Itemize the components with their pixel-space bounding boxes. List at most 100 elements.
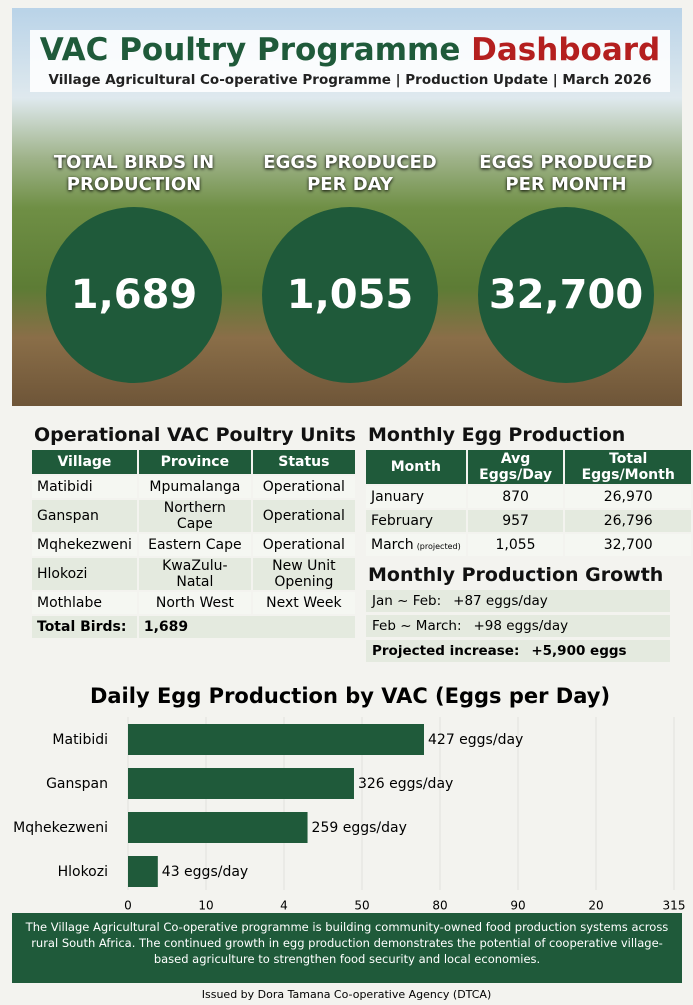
value-label: 259 eggs/day (312, 820, 407, 836)
cell: KwaZulu-Natal (139, 558, 251, 590)
growth-value: +87 eggs/day (453, 593, 548, 609)
growth-list: Jan ~ Feb: +87 eggs/day Feb ~ March: +98 eg… (366, 590, 693, 662)
x-tick-label: 20 (588, 899, 603, 913)
stat-value: 1,689 (46, 207, 222, 383)
cell: Eastern Cape (139, 534, 251, 556)
cell: February (366, 510, 466, 532)
x-tick-label: 80 (432, 899, 447, 913)
note: (projected) (417, 542, 461, 551)
growth-item: Projected increase: +5,900 eggs (366, 640, 670, 662)
cell: 870 (468, 486, 564, 508)
growth-label: Jan ~ Feb: (372, 593, 441, 609)
category-label: Hlokozi (58, 864, 108, 880)
cell: North West (139, 592, 251, 614)
dashboard: VAC Poultry Programme Dashboard Village … (0, 0, 693, 1005)
category-label: Ganspan (46, 776, 108, 792)
cell: 32,700 (565, 534, 691, 556)
growth-label: Feb ~ March: (372, 618, 462, 634)
column-header: Village (32, 450, 137, 474)
category-label: Mqhekezweni (13, 820, 108, 836)
x-tick-label: 4 (280, 899, 288, 913)
growth-item: Jan ~ Feb: +87 eggs/day (366, 590, 670, 612)
subtitle: Village Agricultural Co-operative Progra… (30, 70, 670, 90)
x-tick-label: 0 (124, 899, 132, 913)
title-main: VAC Poultry Programme (40, 32, 461, 68)
column-header: Province (139, 450, 251, 474)
month: January (371, 489, 424, 505)
cell: Northern Cape (139, 500, 251, 532)
cell: Matibidi (32, 476, 137, 498)
value-label: 43 eggs/day (162, 864, 248, 880)
chart-title: Daily Egg Production by VAC (Eggs per Da… (90, 684, 610, 708)
cell: Mothlabe (32, 592, 137, 614)
column-header: Status (253, 450, 355, 474)
cell: January (366, 486, 466, 508)
cell: Mpumalanga (139, 476, 251, 498)
section-title: Monthly Production Growth (368, 564, 693, 586)
footer-text: The Village Agricultural Co-operative pr… (12, 913, 682, 983)
cell: Mqhekezweni (32, 534, 137, 556)
value-label: 427 eggs/day (428, 732, 523, 748)
cell: Next Week (253, 592, 355, 614)
cell: 957 (468, 510, 564, 532)
total-row: Total Birds:1,689 (32, 616, 355, 638)
cell: 26,796 (565, 510, 691, 532)
month: March (371, 537, 414, 553)
stat-label: TOTAL BIRDS IN PRODUCTION (34, 152, 234, 196)
title-box: VAC Poultry Programme Dashboard Village … (30, 30, 670, 92)
section-title: Monthly Egg Production (368, 424, 693, 446)
bar-chart: Daily Egg Production by VAC (Eggs per Da… (0, 675, 693, 913)
total-value: 1,689 (139, 616, 355, 638)
stat-value: 1,055 (262, 207, 438, 383)
x-tick-label: 50 (354, 899, 369, 913)
growth-value: +98 eggs/day (474, 618, 569, 634)
bar (128, 812, 308, 843)
x-tick-label: 10 (198, 899, 213, 913)
stat-value: 32,700 (478, 207, 654, 383)
cell: 1,055 (468, 534, 564, 556)
stat-label: EGGS PRODUCED PER DAY (250, 152, 450, 196)
bar (128, 856, 158, 887)
x-tick-label: 315 (663, 899, 686, 913)
bar (128, 768, 354, 799)
cell: March(projected) (366, 534, 466, 556)
cell: Operational (253, 500, 355, 532)
title: VAC Poultry Programme Dashboard (30, 30, 670, 70)
cell: Ganspan (32, 500, 137, 532)
cell: 26,970 (565, 486, 691, 508)
cell: Hlokozi (32, 558, 137, 590)
issued-by: Issued by Dora Tamana Co-operative Agenc… (0, 988, 693, 1001)
total-label: Total Birds: (32, 616, 137, 638)
column-header: Total Eggs/Month (565, 450, 691, 484)
cell: Operational (253, 534, 355, 556)
growth-value: +5,900 eggs (531, 643, 626, 659)
section-title: Operational VAC Poultry Units (34, 424, 357, 446)
bar (128, 724, 424, 755)
x-tick-label: 90 (510, 899, 525, 913)
stat-label: EGGS PRODUCED PER MONTH (466, 152, 666, 196)
growth-item: Feb ~ March: +98 eggs/day (366, 615, 670, 637)
value-label: 326 eggs/day (358, 776, 453, 792)
column-header: Month (366, 450, 466, 484)
cell: New Unit Opening (253, 558, 355, 590)
category-label: Matibidi (52, 732, 108, 748)
title-accent: Dashboard (471, 32, 660, 68)
growth-label: Projected increase: (372, 643, 519, 659)
month: February (371, 513, 433, 529)
column-header: Avg Eggs/Day (468, 450, 564, 484)
cell: Operational (253, 476, 355, 498)
